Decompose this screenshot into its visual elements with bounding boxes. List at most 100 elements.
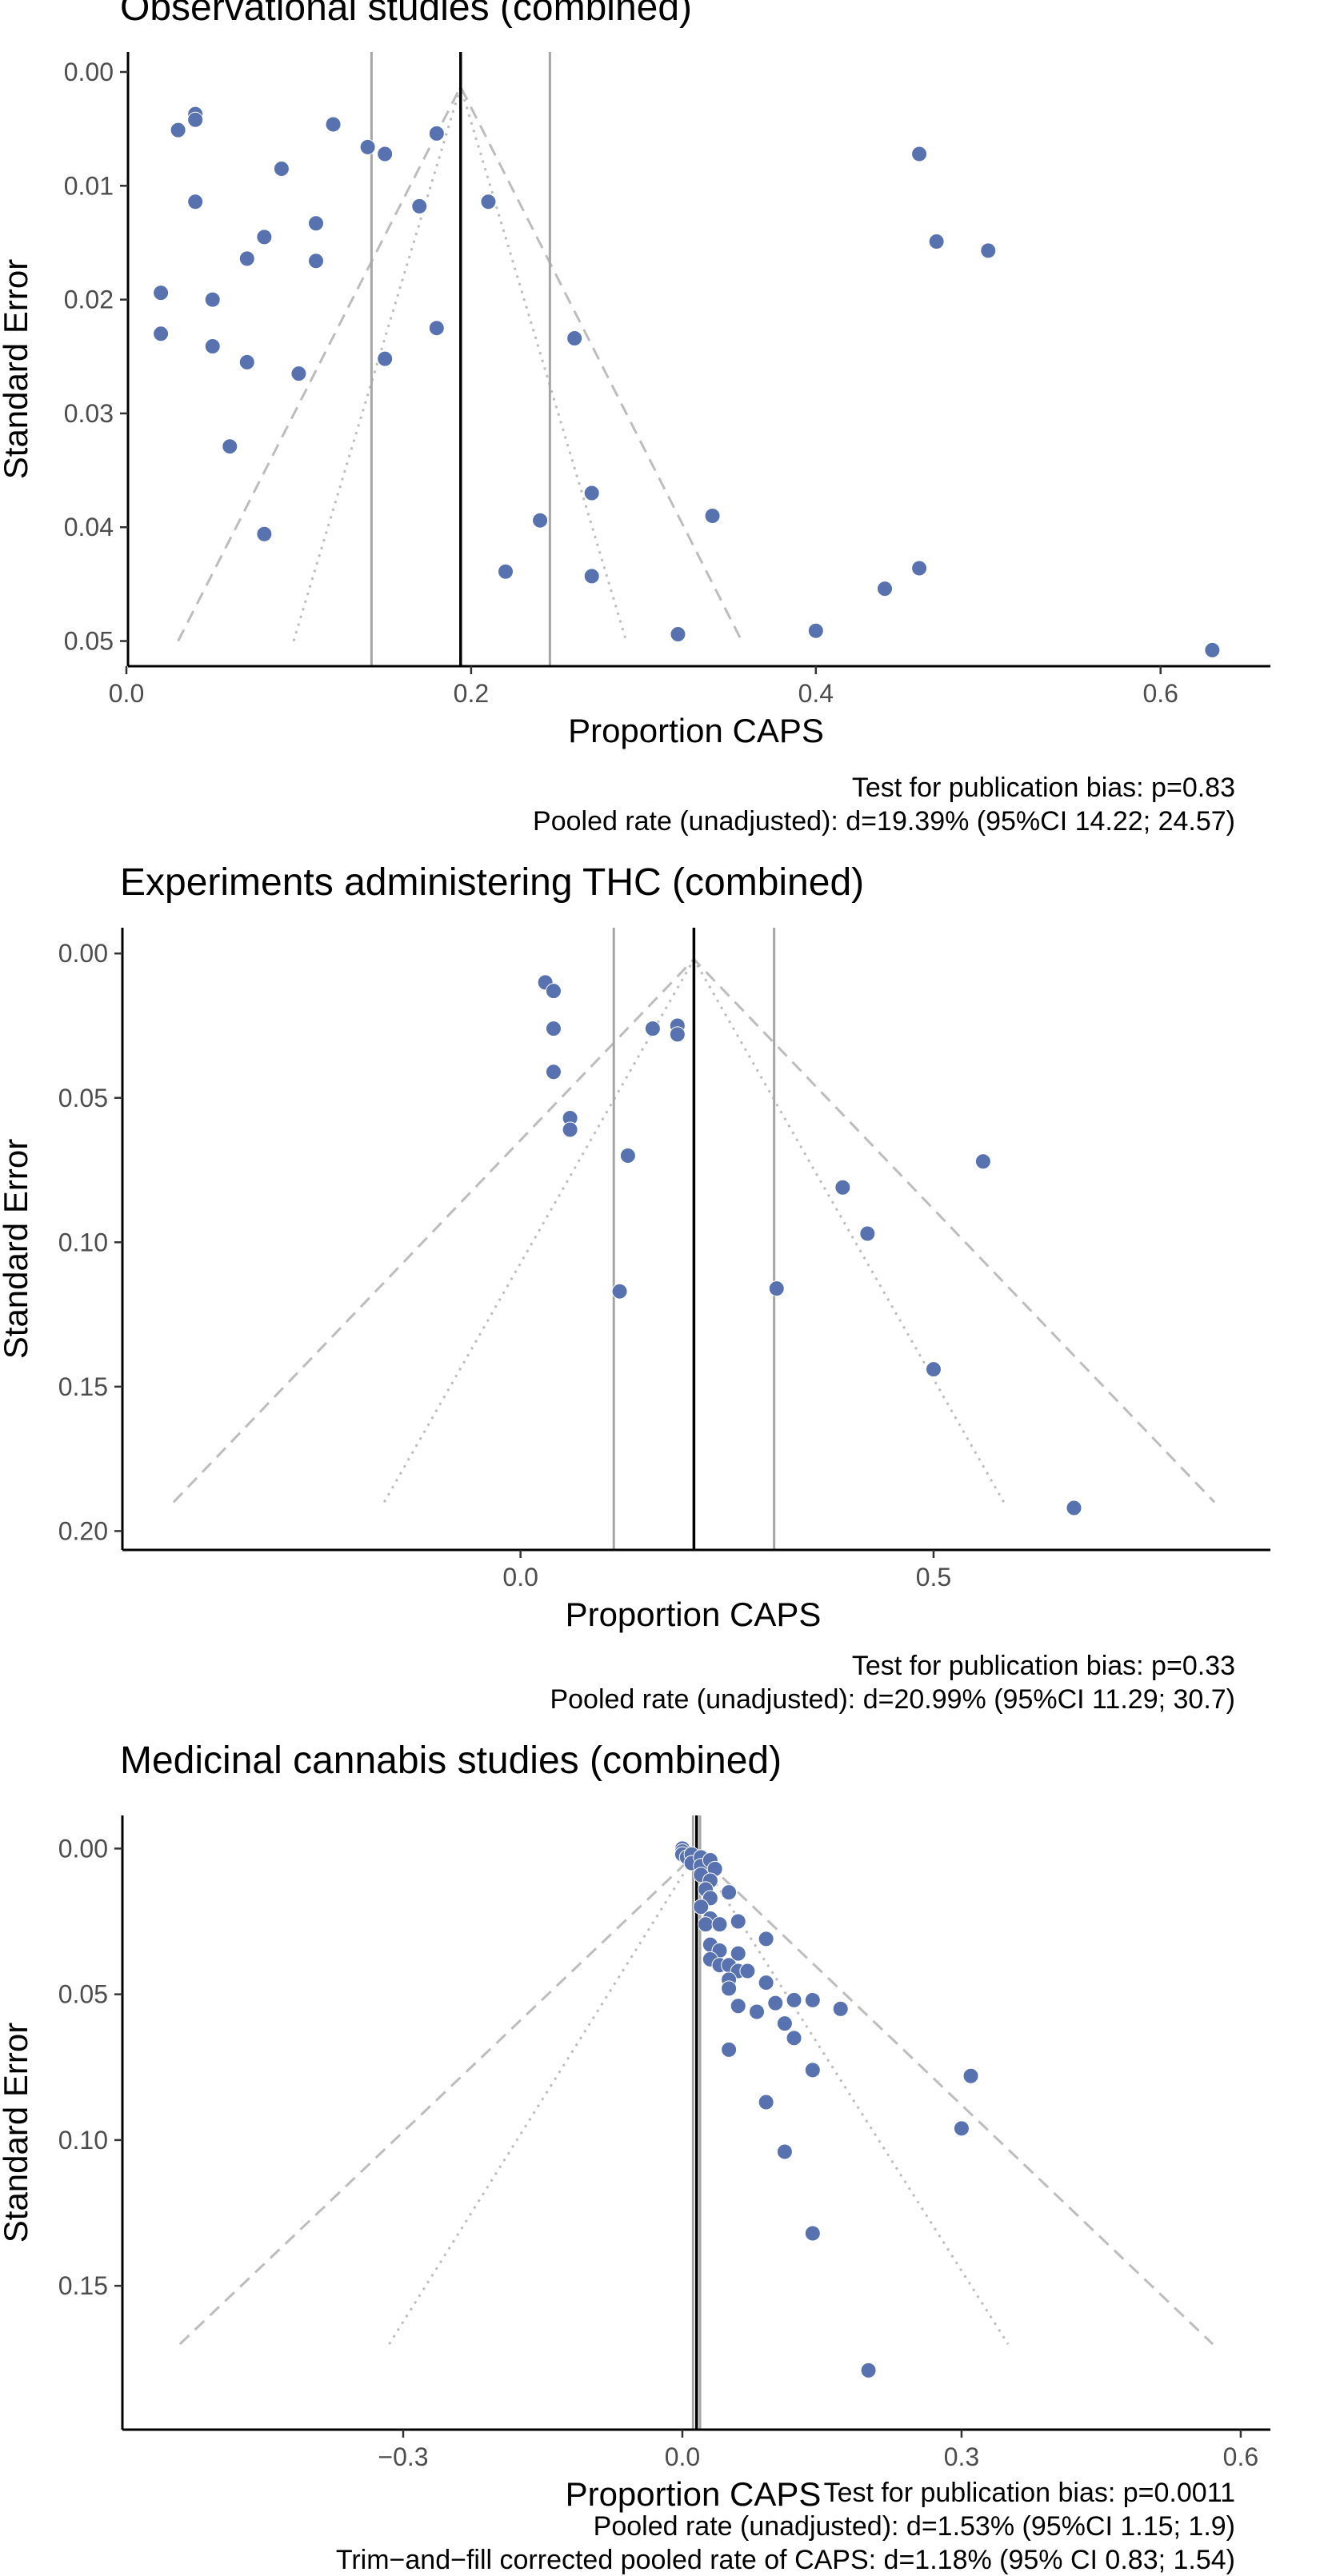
y-axis-label: Standard Error: [0, 259, 34, 479]
y-tick-label: 0.00: [64, 58, 114, 86]
data-point: [256, 229, 273, 246]
data-point: [807, 622, 824, 639]
data-point: [273, 160, 290, 177]
data-point: [911, 560, 928, 577]
y-tick-label: 0.01: [64, 171, 114, 200]
data-point: [776, 2143, 793, 2160]
data-point: [583, 485, 600, 501]
x-tick-label: 0.0: [109, 679, 144, 708]
data-point: [739, 1963, 756, 1979]
data-point: [545, 1064, 562, 1080]
data-point: [980, 242, 997, 259]
data-point: [359, 138, 376, 155]
data-point: [698, 1916, 714, 1933]
data-point: [1204, 641, 1221, 658]
data-point: [834, 1179, 851, 1196]
funnel-plot: −0.3 0.0 0.3 0.6 0.00 0.05 0.10 0.15 Proportion …: [0, 1815, 1270, 2513]
x-tick-label: 0.3: [944, 2442, 979, 2471]
data-point: [308, 253, 324, 270]
data-point: [767, 1995, 784, 2011]
data-point: [768, 1280, 785, 1297]
x-tick-label: 0.0: [502, 1563, 538, 1592]
y-tick-label: 0.10: [58, 1228, 108, 1256]
data-point: [308, 215, 324, 232]
data-point: [693, 1899, 710, 1915]
y-tick-label: 0.02: [64, 286, 114, 314]
data-point: [758, 1931, 774, 1947]
data-point: [290, 365, 307, 382]
x-tick-label: 0.0: [665, 2442, 700, 2471]
data-point: [377, 146, 394, 162]
data-point: [928, 234, 945, 250]
funnel-dotted-line: [292, 82, 628, 641]
funnel-dotted-line: [388, 1851, 1010, 2345]
data-point: [911, 146, 928, 162]
data-point: [170, 122, 186, 138]
data-point: [925, 1361, 942, 1378]
data-point: [256, 525, 273, 542]
pooled-rate-note: Pooled rate (unadjusted): d=1.53% (95%CI…: [593, 2511, 1235, 2542]
data-point: [532, 512, 549, 529]
x-tick-label: 0.4: [798, 679, 834, 708]
chart-title: Medicinal cannabis studies (combined): [120, 1739, 782, 1782]
data-point: [204, 337, 221, 354]
data-point: [730, 1913, 746, 1930]
data-point: [153, 325, 170, 342]
data-point: [153, 285, 170, 302]
data-point: [222, 438, 238, 455]
data-point: [611, 1283, 628, 1300]
y-tick-label: 0.15: [58, 2271, 108, 2300]
y-tick-label: 0.00: [58, 939, 108, 968]
data-point: [758, 1975, 774, 1991]
chart-title: Experiments administering THC (combined): [120, 861, 865, 904]
data-point: [187, 111, 204, 128]
data-point: [749, 2003, 766, 2020]
data-point: [974, 1153, 991, 1170]
y-tick-label: 0.05: [58, 1084, 108, 1112]
y-tick-label: 0.05: [58, 1980, 108, 2009]
data-point: [786, 2030, 802, 2047]
data-point: [730, 1998, 746, 2015]
y-tick-label: 0.15: [58, 1372, 108, 1401]
pooled-rate-note: Pooled rate (unadjusted): d=19.39% (95%C…: [533, 806, 1235, 837]
pooled-rate-note: Pooled rate (unadjusted): d=20.99% (95%C…: [550, 1684, 1235, 1715]
data-point: [786, 1991, 802, 2008]
data-point: [804, 1991, 821, 2008]
data-point: [1066, 1500, 1082, 1516]
data-point: [877, 581, 893, 597]
data-point: [545, 983, 562, 1000]
data-point: [566, 330, 583, 346]
data-point: [859, 1225, 876, 1242]
data-point: [953, 2120, 970, 2137]
data-point: [545, 1020, 562, 1037]
data-point: [325, 116, 342, 133]
funnel-plot: 0.0 0.2 0.4 0.6 0.00 0.01 0.02 0.03 0.04 0.05 Prop…: [0, 52, 1270, 749]
data-point: [860, 2362, 877, 2378]
data-point: [428, 125, 445, 142]
y-tick-label: 0.00: [58, 1834, 108, 1863]
data-point: [776, 2015, 793, 2032]
x-axis-label: Proportion CAPS: [568, 712, 824, 749]
publication-bias-note: Test for publication bias: p=0.33: [851, 1651, 1235, 1681]
publication-bias-note: Test for publication bias: p=0.83: [851, 773, 1235, 803]
y-axis-label: Standard Error: [0, 1139, 34, 1359]
data-point: [730, 1945, 746, 1962]
funnel-plot: 0.0 0.5 0.00 0.05 0.10 0.15 0.20 Proportion CAP…: [0, 928, 1270, 1633]
data-point: [721, 1884, 738, 1901]
data-point: [187, 194, 204, 210]
x-tick-label: −0.3: [378, 2442, 428, 2471]
y-tick-label: 0.05: [64, 627, 114, 656]
data-point: [721, 2041, 738, 2058]
data-point: [832, 2000, 849, 2017]
trim-and-fill-note: Trim−and−fill corrected pooled rate of C…: [335, 2545, 1235, 2575]
y-tick-label: 0.10: [58, 2126, 108, 2155]
data-point: [962, 2067, 979, 2084]
data-point: [238, 250, 255, 267]
data-point: [670, 626, 686, 642]
data-point: [711, 1916, 728, 1933]
data-point: [669, 1026, 686, 1043]
data-point: [644, 1020, 661, 1037]
x-axis-label: Proportion CAPS: [566, 1596, 822, 1633]
x-tick-label: 0.2: [454, 679, 489, 708]
data-point: [428, 320, 445, 337]
